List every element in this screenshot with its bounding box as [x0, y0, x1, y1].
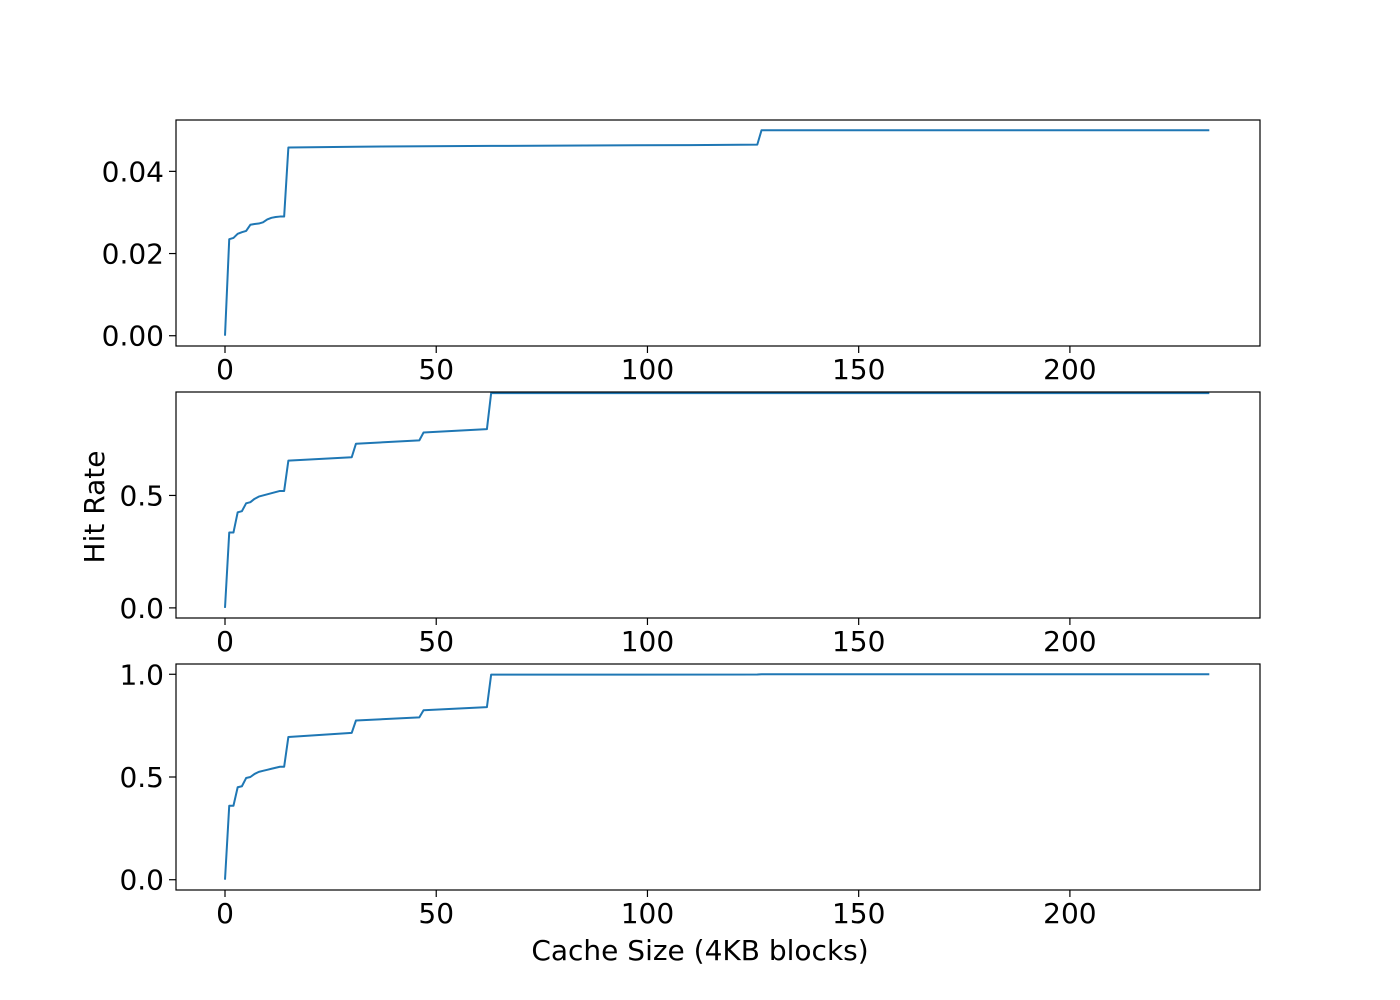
x-tick-label-top: 200 [1043, 353, 1096, 386]
x-tick-label-middle: 0 [216, 625, 234, 658]
y-tick-label-top: 0.04 [102, 155, 164, 188]
x-tick-label-bottom: 150 [832, 897, 885, 930]
subplot-bottom: 0 50 100 150 200 0.0 0.5 1.0 [119, 658, 1261, 930]
series-line-top-0 [224, 129, 1210, 336]
x-tick-label-bottom: 100 [621, 897, 674, 930]
y-tick-label-middle: 0.0 [119, 592, 164, 625]
x-tick-label-top: 0 [216, 353, 234, 386]
x-tick-label-top: 100 [621, 353, 674, 386]
y-tick-label-middle: 0.5 [119, 479, 164, 512]
x-tick-label-bottom: 200 [1043, 897, 1096, 930]
x-tick-label-middle: 150 [832, 625, 885, 658]
x-tick-label-bottom: 0 [216, 897, 234, 930]
x-tick-label-middle: 100 [621, 625, 674, 658]
x-tick-label-top: 50 [418, 353, 454, 386]
y-tick-label-bottom: 0.0 [119, 864, 164, 897]
x-tick-label-top: 150 [832, 353, 885, 386]
y-tick-label-top: 0.00 [102, 320, 164, 353]
axes-frame-top [175, 119, 1261, 347]
series-line-bottom-0 [224, 673, 1210, 880]
x-tick-label-middle: 50 [418, 625, 454, 658]
y-axis-label: Hit Rate [78, 451, 111, 564]
series-line-middle-0 [224, 392, 1210, 608]
y-tick-label-top: 0.02 [102, 238, 164, 271]
axes-frame-middle [175, 391, 1261, 619]
x-tick-label-bottom: 50 [418, 897, 454, 930]
y-tick-label-bottom: 0.5 [119, 761, 164, 794]
x-axis-label: Cache Size (4KB blocks) [531, 934, 868, 967]
x-tick-label-middle: 200 [1043, 625, 1096, 658]
y-tick-label-bottom: 1.0 [119, 658, 164, 691]
axes-frame-bottom [175, 663, 1261, 891]
subplot-middle: 0 50 100 150 200 0.0 0.5 [119, 391, 1261, 658]
subplot-top: 0 50 100 150 200 0.00 0.02 0.04 [102, 119, 1261, 386]
